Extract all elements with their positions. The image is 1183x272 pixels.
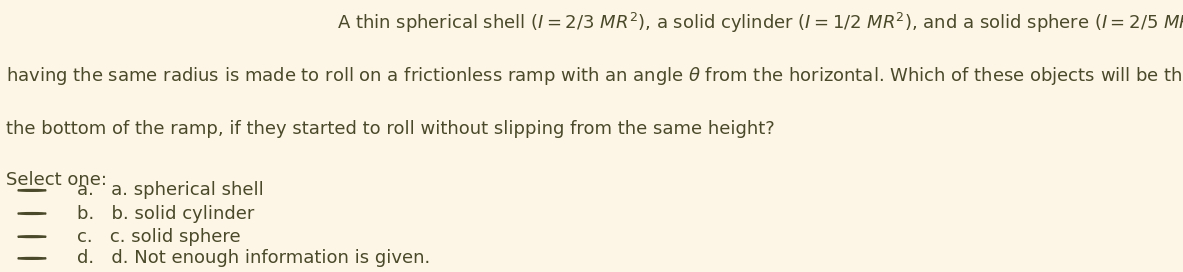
Text: a.   a. spherical shell: a. a. spherical shell [77,181,264,199]
Text: Select one:: Select one: [6,171,106,189]
Text: d.   d. Not enough information is given.: d. d. Not enough information is given. [77,249,431,267]
Text: A thin spherical shell ($I = 2/3\ MR^2$), a solid cylinder ($I = 1/2\ MR^2$), an: A thin spherical shell ($I = 2/3\ MR^2$)… [337,11,1183,35]
Text: b.   b. solid cylinder: b. b. solid cylinder [77,205,254,222]
Text: c.   c. solid sphere: c. c. solid sphere [77,228,240,246]
Text: having the same radius is made to roll on a frictionless ramp with an angle $\th: having the same radius is made to roll o… [6,65,1183,87]
Text: the bottom of the ramp, if they started to roll without slipping from the same h: the bottom of the ramp, if they started … [6,120,775,138]
